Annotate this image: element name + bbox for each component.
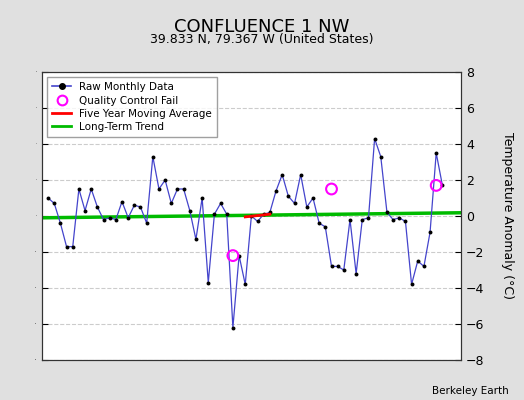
Point (100, 216, 108, 223)
Point (185, 207, 194, 214)
Point (432, 150, 440, 156)
Point (235, 252, 243, 259)
Point (284, 193, 292, 199)
Point (389, 216, 397, 223)
Point (352, 270, 361, 277)
Point (143, 220, 151, 226)
Point (62, 243, 71, 250)
Point (370, 135, 379, 142)
Point (309, 195, 317, 201)
Point (112, 216, 120, 223)
Point (420, 263, 428, 270)
Point (401, 218, 410, 225)
Point (358, 216, 366, 223)
Point (210, 211, 219, 218)
Point (346, 216, 354, 223)
Point (192, 236, 200, 242)
Point (247, 213, 256, 219)
Point (93, 204, 102, 210)
Point (315, 220, 323, 226)
Point (87, 186, 95, 192)
Point (377, 153, 385, 160)
Point (413, 258, 422, 264)
Point (179, 186, 188, 192)
Point (167, 200, 176, 206)
Text: CONFLUENCE 1 NW: CONFLUENCE 1 NW (174, 18, 350, 36)
Point (130, 202, 138, 208)
Point (149, 153, 157, 160)
Point (216, 200, 225, 206)
Y-axis label: Temperature Anomaly (°C): Temperature Anomaly (°C) (501, 132, 514, 300)
Point (278, 171, 287, 178)
Point (50, 200, 59, 206)
Point (228, 252, 237, 259)
Point (118, 198, 126, 205)
Point (297, 171, 305, 178)
Point (204, 279, 212, 286)
Point (254, 218, 262, 225)
Text: 39.833 N, 79.367 W (United States): 39.833 N, 79.367 W (United States) (150, 33, 374, 46)
Text: Berkeley Earth: Berkeley Earth (432, 386, 508, 396)
Point (407, 281, 416, 288)
Point (272, 188, 280, 194)
Point (124, 214, 133, 221)
Point (155, 186, 163, 192)
Point (161, 177, 169, 183)
Point (364, 214, 373, 221)
Point (426, 229, 434, 235)
Point (333, 263, 342, 270)
Point (266, 209, 274, 216)
Point (321, 224, 330, 230)
Point (56, 220, 64, 226)
Point (228, 324, 237, 331)
Point (303, 204, 311, 210)
Point (340, 267, 348, 273)
Point (223, 211, 231, 218)
Point (383, 209, 391, 216)
Point (241, 281, 249, 288)
Point (173, 186, 182, 192)
Point (259, 211, 268, 218)
Point (328, 186, 336, 192)
Point (69, 243, 77, 250)
Point (81, 207, 89, 214)
Point (136, 204, 145, 210)
Point (395, 214, 403, 221)
Point (198, 195, 206, 201)
Legend: Raw Monthly Data, Quality Control Fail, Five Year Moving Average, Long-Term Tren: Raw Monthly Data, Quality Control Fail, … (47, 77, 217, 137)
Point (290, 200, 299, 206)
Point (105, 214, 114, 221)
Point (328, 263, 336, 270)
Point (44, 195, 52, 201)
Point (432, 182, 440, 189)
Point (438, 182, 446, 189)
Point (75, 186, 83, 192)
